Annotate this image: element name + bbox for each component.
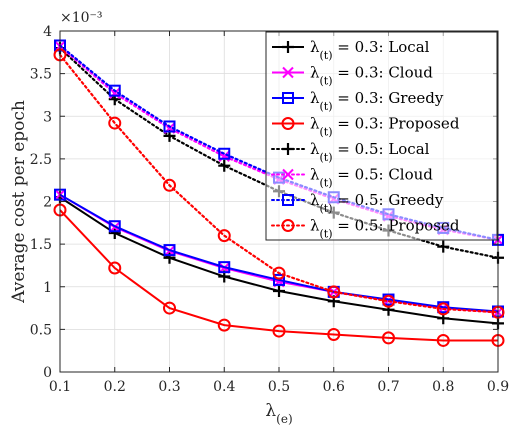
data-point [436, 333, 450, 347]
data-point [108, 261, 122, 275]
x-tick-label: 0.2 [104, 379, 126, 395]
y-tick-label: 4 [43, 24, 52, 40]
legend-label: λ(t) = 0.3: Local [310, 38, 430, 62]
legend-label: λ(t) = 0.3: Proposed [310, 115, 460, 139]
legend-marker [282, 168, 294, 181]
data-point [436, 302, 450, 316]
data-point [163, 244, 176, 257]
data-point [163, 120, 176, 133]
data-point [327, 327, 341, 341]
x-tick-label: 0.6 [323, 379, 345, 395]
data-point [163, 301, 176, 315]
data-point [272, 324, 286, 338]
data-point [163, 251, 176, 264]
legend-entry: λ(t) = 0.5: Greedy [271, 191, 444, 215]
data-point [218, 261, 231, 274]
legend-marker [282, 143, 294, 155]
data-point [273, 273, 285, 286]
legend-entry: λ(t) = 0.3: Greedy [272, 89, 444, 113]
legend-entry: λ(t) = 0.3: Local [272, 38, 430, 62]
legend-entry: λ(t) = 0.3: Proposed [272, 115, 460, 139]
y-tick-label: 0 [43, 365, 52, 381]
x-tick-label: 0.8 [432, 379, 454, 395]
y-axis-exponent: ×10⁻³ [60, 10, 103, 26]
legend-marker [282, 92, 294, 104]
y-tick-label: 0.5 [30, 322, 52, 338]
y-tick-label: 1 [43, 280, 52, 296]
legend-marker [281, 117, 295, 130]
legend-label: λ(t) = 0.3: Greedy [310, 89, 444, 113]
data-point [382, 331, 395, 345]
y-tick-label: 3 [43, 109, 52, 125]
series-line [59, 209, 498, 342]
legend-marker [282, 66, 294, 79]
data-point [163, 178, 176, 192]
data-point [108, 84, 121, 97]
y-tick-label: 3.5 [30, 67, 52, 83]
x-tick-label: 0.3 [158, 379, 180, 395]
y-tick-label: 2 [43, 195, 52, 211]
series-line [59, 193, 499, 313]
series-line [58, 53, 500, 314]
data-point [327, 285, 341, 299]
x-tick-label: 0.9 [487, 379, 509, 395]
legend-label: λ(t) = 0.5: Proposed [310, 217, 460, 241]
legend-entry: λ(t) = 0.3: Cloud [272, 64, 433, 88]
legend-marker [282, 41, 294, 53]
data-point [217, 229, 231, 243]
legend-entry: λ(t) = 0.5: Proposed [271, 217, 460, 241]
y-tick-label: 1.5 [30, 237, 52, 253]
legend-label: λ(t) = 0.5: Cloud [310, 166, 433, 190]
data-point [108, 116, 122, 130]
series-4 [53, 203, 505, 347]
data-point [218, 147, 231, 160]
legend-label: λ(t) = 0.3: Cloud [310, 64, 433, 88]
data-point [217, 318, 231, 332]
x-tick-label: 0.7 [377, 379, 399, 395]
data-point [437, 240, 450, 253]
x-tick-label: 0.5 [268, 379, 290, 395]
legend-entry: λ(t) = 0.5: Local [271, 140, 430, 164]
legend-box [265, 31, 498, 241]
data-point [108, 220, 121, 233]
x-tick-label: 0.1 [49, 379, 71, 395]
data-point [273, 285, 285, 298]
data-point [382, 294, 395, 308]
legend-label: λ(t) = 0.5: Greedy [310, 191, 444, 215]
legend-entry: λ(t) = 0.5: Cloud [271, 166, 433, 190]
x-tick-label: 0.4 [213, 379, 235, 395]
series-line [58, 46, 500, 259]
y-tick-label: 2.5 [30, 152, 52, 168]
ticks: 0.1 0.2 0.3 0.4 0.5 0.6 0.7 0.8 0.9 0 0.5 1 1.5 2 2.5 3… [30, 24, 509, 395]
data-point [272, 266, 286, 280]
y-axis-label: Average cost per epoch [9, 100, 29, 304]
legend-label: λ(t) = 0.5: Local [310, 140, 430, 164]
legend-marker [282, 194, 294, 206]
data-point [108, 227, 121, 240]
data-point [218, 159, 231, 172]
legend-marker [281, 219, 295, 232]
